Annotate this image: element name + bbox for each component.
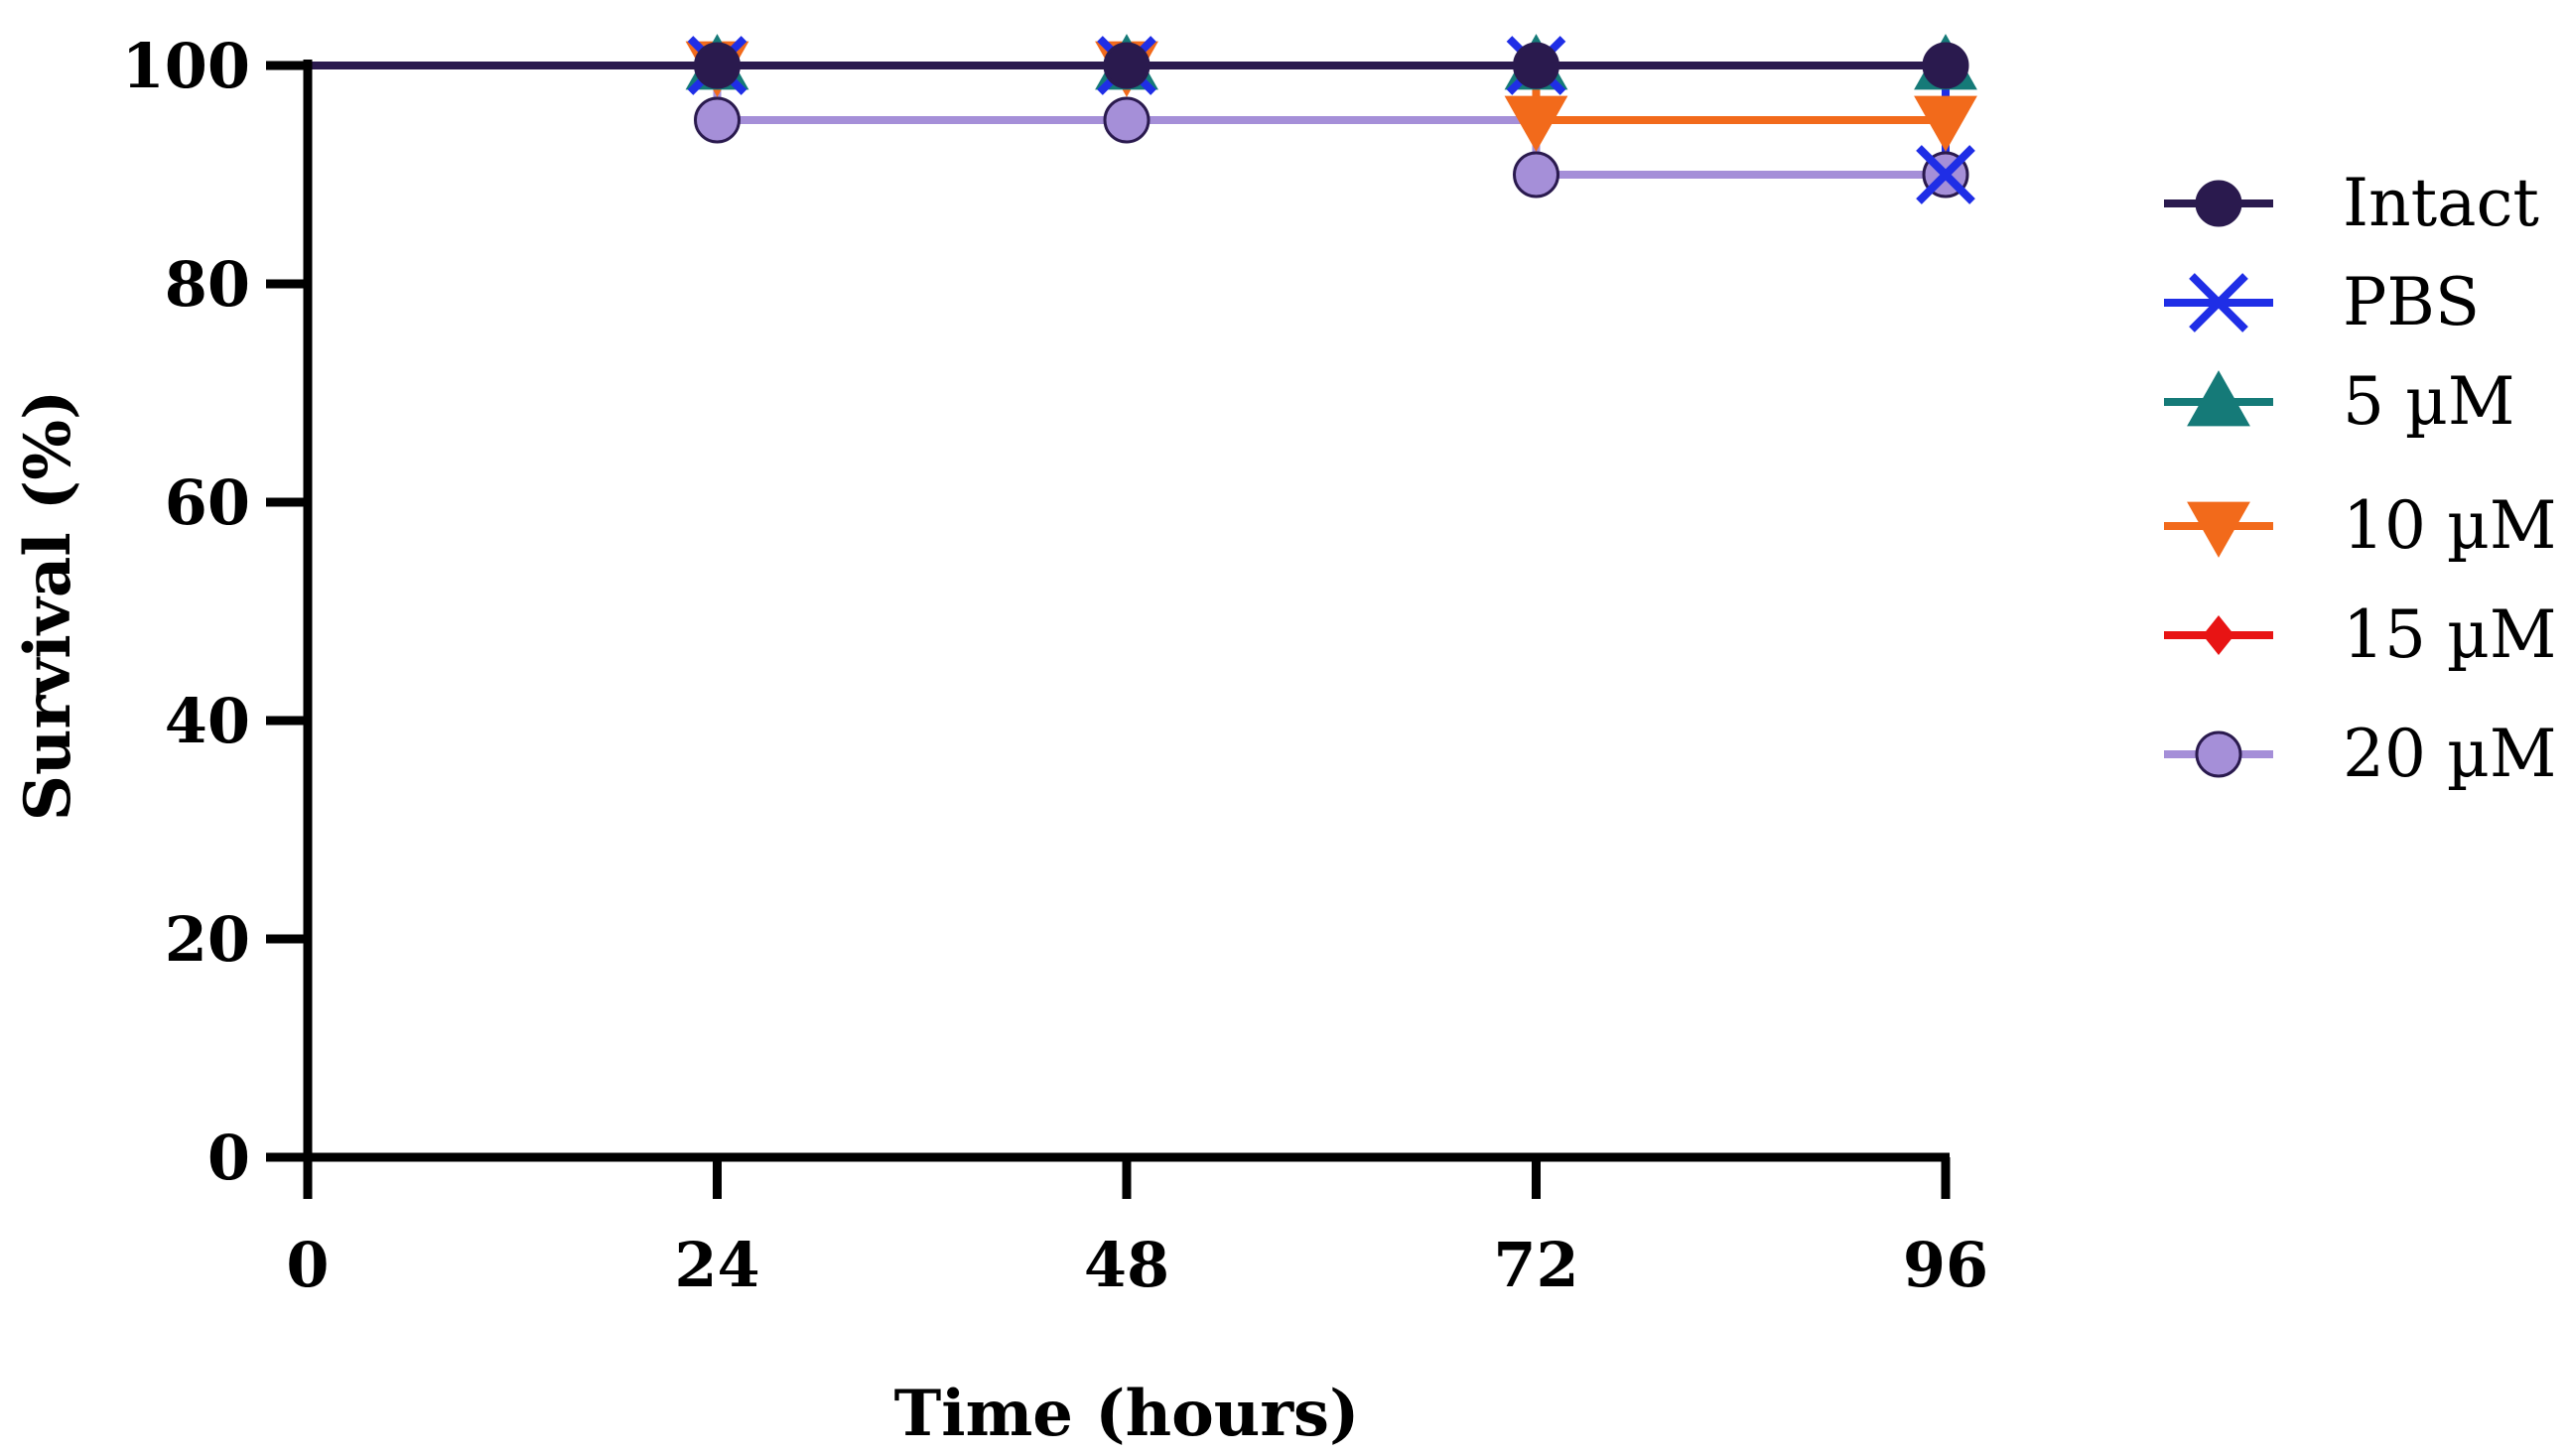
legend-marker-0 [2195,180,2242,227]
legend-label-2: 5 µM [2343,363,2514,440]
x-tick-label-0: 0 [286,1229,329,1301]
y-tick-label-1: 20 [165,903,250,976]
series-5-point-3 [1513,151,1559,199]
y-tick-label-2: 40 [165,685,250,757]
series-5-point-1 [694,96,741,144]
legend-item-2: 5 µM [2164,363,2514,440]
legend-label-0: Intact [2343,165,2539,241]
series-0-point-2 [1103,42,1150,89]
legend-label-1: PBS [2343,264,2480,340]
legend-marker-3 [2187,501,2250,558]
series-0-point-3 [1513,42,1559,89]
legend-item-5: 20 µM [2164,716,2556,792]
axes: 0 24 48 72 96 0 20 40 60 80 100 [122,30,1989,1301]
legend-item-1: PBS [2164,264,2480,340]
legend-marker-1 [2189,273,2248,332]
series-0-point-1 [694,42,741,89]
legend-item-3: 10 µM [2164,487,2556,564]
series-0-point-4 [1922,42,1969,89]
x-tick-label-1: 24 [674,1229,759,1301]
series-1-point-4 [1916,145,1975,204]
legend-label-4: 15 µM [2343,596,2556,673]
legend-marker-4 [2203,615,2234,655]
y-tick-label-3: 60 [165,466,250,539]
series-3-point-3 [1504,95,1568,152]
legend-marker-1-stroke-b [2189,273,2248,332]
legend-label-5: 20 µM [2343,716,2556,792]
x-tick-label-4: 96 [1903,1229,1988,1301]
legend: Intact PBS 5 µM 10 µM 15 µM 20 µM [2164,165,2556,792]
x-tick-label-3: 72 [1493,1229,1578,1301]
y-tick-label-0: 0 [207,1122,250,1194]
plot-markers [685,34,1977,204]
legend-marker-5 [2195,730,2242,778]
x-tick-label-2: 48 [1084,1229,1169,1301]
series-1-point-4-stroke-b [1916,145,1975,204]
legend-item-4: 15 µM [2164,596,2556,673]
y-tick-label-5: 100 [122,30,250,102]
series-5-point-2 [1103,96,1150,144]
series-3-point-4 [1914,95,1977,152]
x-axis-title: Time (hours) [894,1377,1360,1451]
y-tick-label-4: 80 [165,248,250,321]
legend-item-0: Intact [2164,165,2539,241]
legend-label-3: 10 µM [2343,487,2556,564]
legend-marker-2 [2187,370,2250,427]
y-axis-title: Survival (%) [11,390,85,822]
